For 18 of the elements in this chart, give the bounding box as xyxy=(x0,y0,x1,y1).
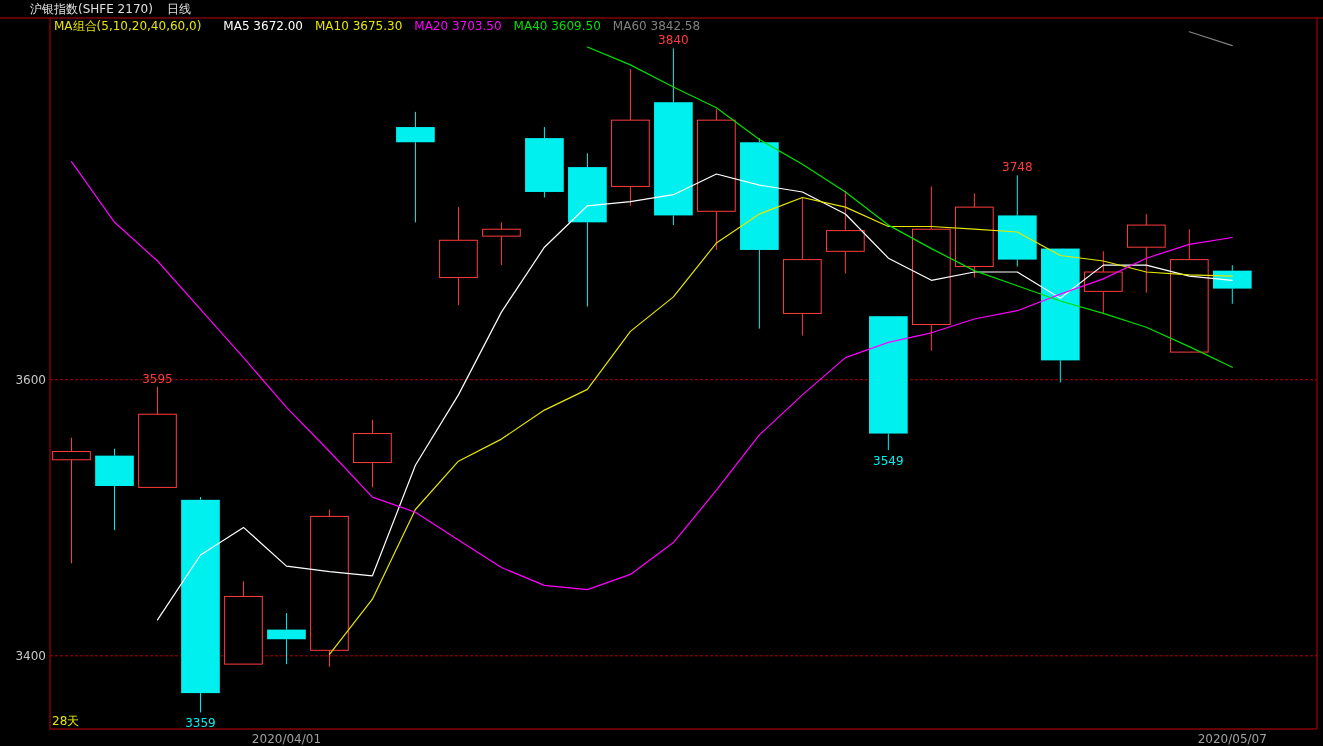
legend-item: MA60 3842.58 xyxy=(612,19,701,33)
xtick: 2020/04/01 xyxy=(251,732,322,746)
annotation: 28天 xyxy=(52,714,80,728)
title: 沪银指数(SHFE 2170) xyxy=(30,2,153,16)
subtitle: 日线 xyxy=(166,2,191,16)
annotation: 3748 xyxy=(1002,160,1033,175)
legend-item: MA5 3672.00 xyxy=(223,19,303,33)
legend-item: MA10 3675.30 xyxy=(315,19,403,33)
annotation: 3549 xyxy=(873,454,904,469)
xtick: 2020/05/07 xyxy=(1197,732,1267,746)
ytick: 3600 xyxy=(15,372,46,387)
annotation: 3840 xyxy=(658,33,689,48)
legend-title: MA组合(5,10,20,40,60,0) xyxy=(54,19,202,33)
ytick: 3400 xyxy=(15,648,46,663)
annotation: 3359 xyxy=(185,716,216,731)
legend-item: MA20 3703.50 xyxy=(414,19,502,33)
annotation: 3595 xyxy=(142,371,173,386)
legend-item: MA40 3609.50 xyxy=(513,19,601,33)
